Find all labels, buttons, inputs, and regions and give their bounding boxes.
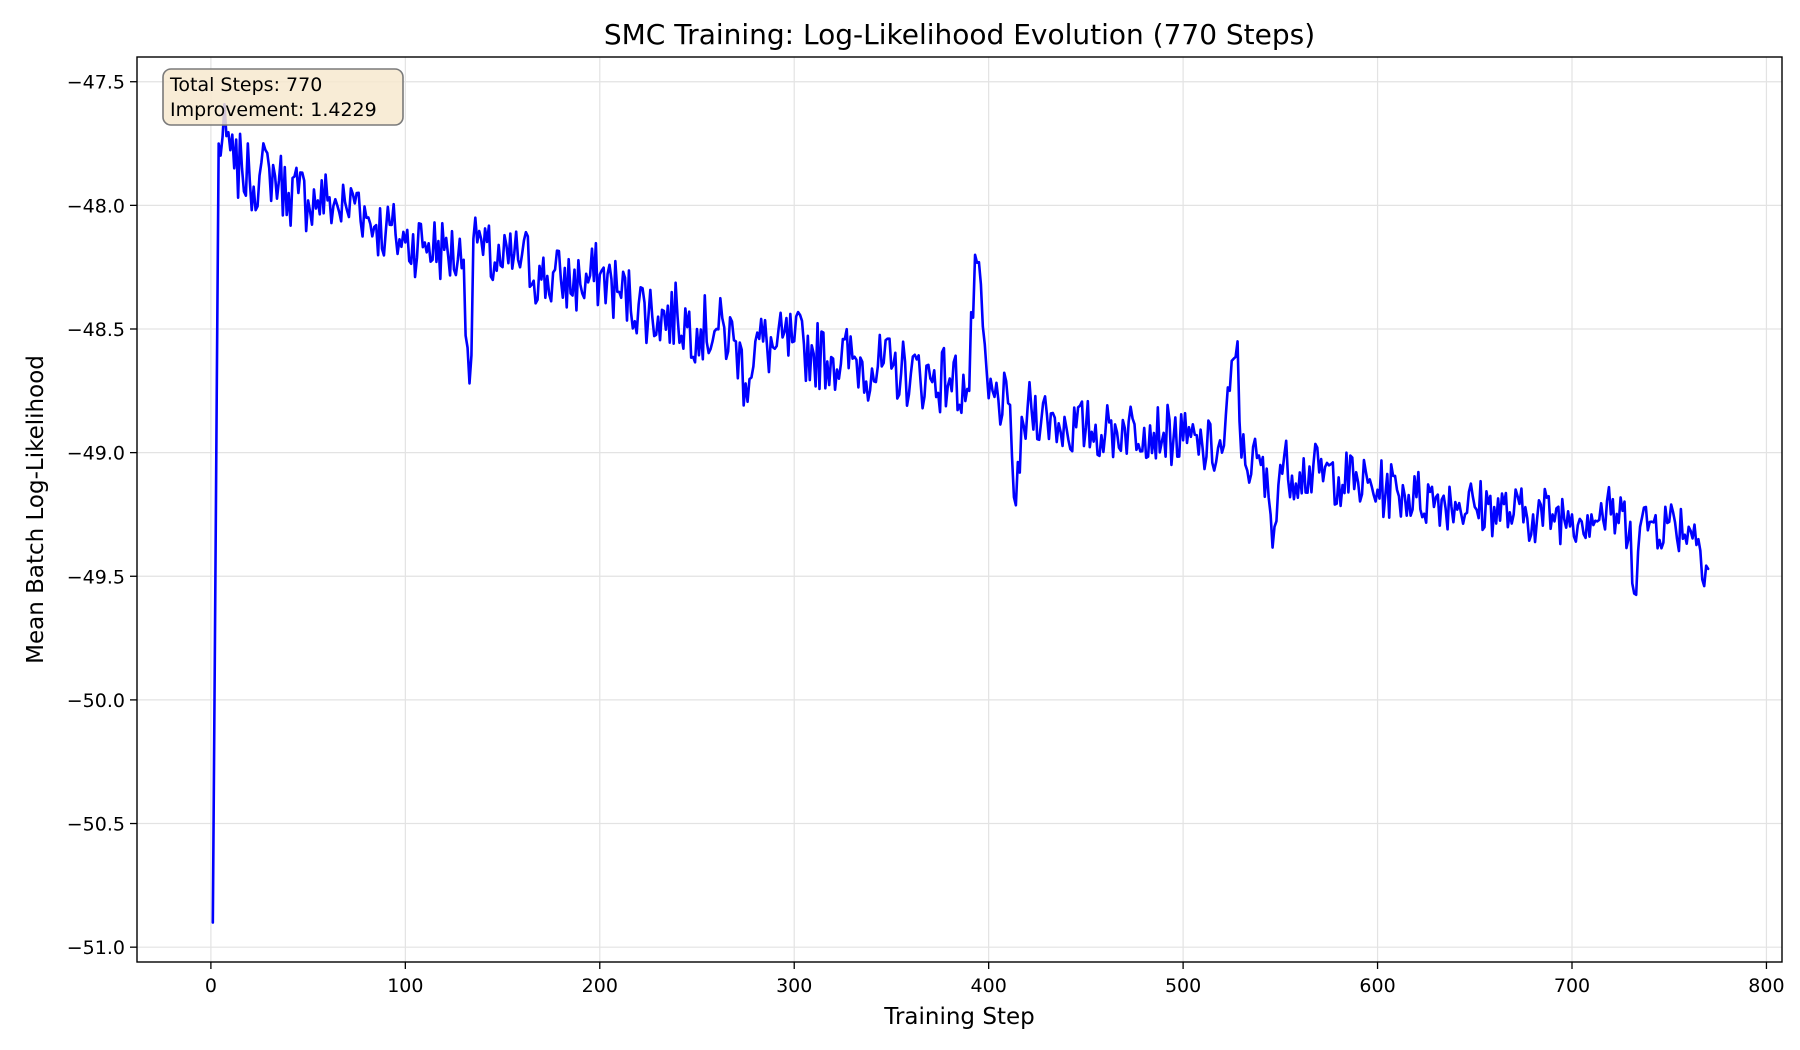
x-axis-label: Training Step [883, 1004, 1034, 1030]
chart-title: SMC Training: Log-Likelihood Evolution (… [604, 18, 1315, 51]
y-tick-label: −47.5 [67, 72, 125, 94]
x-tick-label: 800 [1748, 975, 1784, 997]
series-layer [211, 102, 1710, 924]
y-axis-label: Mean Batch Log-Likelihood [23, 355, 49, 664]
ticks: 0 100 200 300 400 500 600 700 800 −51.0 −50.5 −50.0… [67, 72, 1785, 997]
annotation-box: Total Steps: 770 Improvement: 1.4229 [162, 68, 404, 126]
plot-frame [136, 56, 1783, 963]
y-tick-label: −51.0 [67, 937, 125, 959]
y-tick-label: −50.5 [67, 814, 125, 836]
x-tick-label: 100 [387, 975, 423, 997]
y-tick-label: −49.0 [67, 443, 125, 465]
y-tick-label: −48.5 [67, 319, 125, 341]
x-tick-label: 300 [776, 975, 812, 997]
x-tick-label: 200 [582, 975, 618, 997]
grid [137, 57, 1782, 962]
annotation-background [162, 68, 404, 126]
y-tick-label: −50.0 [67, 690, 125, 712]
x-tick-label: 0 [205, 975, 217, 997]
x-tick-label: 500 [1165, 975, 1201, 997]
x-tick-label: 700 [1554, 975, 1590, 997]
plot-area [137, 57, 1782, 962]
x-tick-label: 600 [1359, 975, 1395, 997]
y-tick-label: −48.0 [67, 195, 125, 217]
y-tick-label: −49.5 [67, 566, 125, 588]
series-line [211, 102, 1710, 924]
x-tick-label: 400 [971, 975, 1007, 997]
annotation-total-steps: Total Steps: 770 [169, 74, 322, 96]
annotation-improvement: Improvement: 1.4229 [170, 99, 377, 121]
